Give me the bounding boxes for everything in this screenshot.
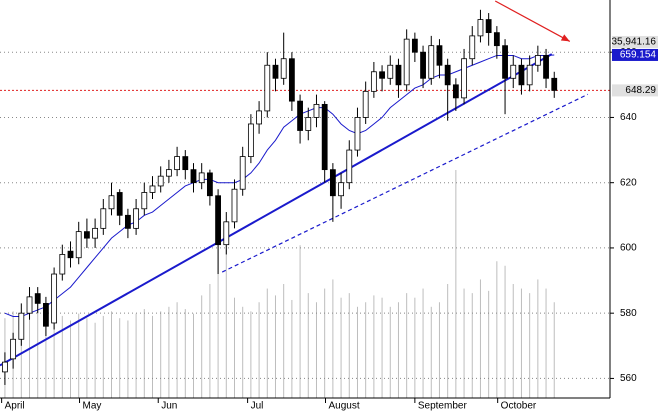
arrow <box>494 0 571 42</box>
y-tick-label: 620 <box>620 177 637 188</box>
candle-body <box>239 156 246 190</box>
candle-body <box>502 45 508 79</box>
candle-body <box>206 172 213 197</box>
candle-body <box>288 58 295 102</box>
candle-body <box>51 273 58 324</box>
x-tick-label: Jul <box>251 401 264 412</box>
candle-body <box>452 84 459 99</box>
y-tick-label: 600 <box>620 243 637 254</box>
candle-body <box>518 64 525 86</box>
reference-label-text: 35,941.16 <box>612 37 657 48</box>
candle-body <box>256 110 262 125</box>
candle-body <box>43 302 49 327</box>
trend-line <box>0 53 553 367</box>
candle-body <box>354 117 361 151</box>
candle-body <box>18 312 25 340</box>
candle-body <box>362 90 369 118</box>
candle-body <box>305 117 312 131</box>
last-close-label-text: 648.29 <box>625 85 656 96</box>
candle-body <box>387 64 394 79</box>
ma-label-text: 659.154 <box>620 50 657 61</box>
candle-body <box>321 103 328 171</box>
x-tick-label: Jun <box>161 401 177 412</box>
candle-body <box>149 185 156 193</box>
candle-body <box>108 195 115 210</box>
candle-body <box>223 221 230 246</box>
x-tick-label: October <box>501 401 537 412</box>
candle-body <box>215 195 221 246</box>
candle-body <box>395 64 402 86</box>
candle-body <box>346 149 353 184</box>
last-close-label: 648.29 <box>612 84 658 97</box>
x-tick-label: August <box>328 401 359 412</box>
x-tick-label: April <box>5 401 25 412</box>
reference-label-box <box>612 35 658 48</box>
reference-label: 35,941.16 <box>612 35 658 48</box>
candle-body <box>534 55 541 66</box>
candle-body <box>34 293 41 304</box>
candle-body <box>190 169 197 184</box>
candle-body <box>84 231 90 239</box>
candle-body <box>141 192 148 210</box>
candle-body <box>379 71 385 79</box>
candle-body <box>297 100 303 131</box>
candle-body <box>75 231 82 259</box>
candle-body <box>411 38 418 53</box>
candle-body <box>370 71 377 92</box>
candle-body <box>436 45 443 66</box>
ma-label-box <box>612 48 658 61</box>
candle-body <box>182 156 189 171</box>
candle-body <box>469 35 476 60</box>
candle-body <box>420 51 426 79</box>
candle-body <box>485 19 492 34</box>
y-tick-label: 580 <box>620 308 637 319</box>
trend-line <box>221 93 589 273</box>
candle-body <box>526 64 533 86</box>
candle-body <box>10 338 17 360</box>
candle-body <box>493 32 500 47</box>
moving-average <box>4 54 555 317</box>
candle-body <box>313 103 320 118</box>
candle-body <box>100 208 107 229</box>
x-tick-label: September <box>418 401 468 412</box>
candle-body <box>125 214 131 229</box>
ma-label: 659.154 <box>612 48 658 61</box>
candle-body <box>329 169 336 197</box>
candle-body <box>231 188 238 223</box>
candle-body <box>133 208 140 229</box>
candle-body <box>67 250 74 259</box>
candle-body <box>461 58 467 99</box>
candle-body <box>247 123 254 157</box>
candle-body <box>264 64 271 112</box>
candle-body <box>444 64 451 86</box>
x-tick-label: May <box>83 401 102 412</box>
candle-body <box>272 64 279 79</box>
candle-body <box>543 55 549 79</box>
candle-body <box>157 175 164 187</box>
candle-body <box>403 38 410 86</box>
candle-body <box>551 77 558 91</box>
candle-body <box>198 172 205 184</box>
y-tick-label: 560 <box>620 373 637 384</box>
candle-body <box>477 19 484 37</box>
candle-body <box>428 45 435 79</box>
candle-body <box>174 156 180 171</box>
candle-body <box>280 58 287 79</box>
y-tick-label: 640 <box>620 112 637 123</box>
candle-body <box>59 254 66 275</box>
candle-body <box>338 182 344 197</box>
candle-body <box>510 64 517 79</box>
candle-body <box>2 361 8 373</box>
last-close-label-box <box>612 84 658 97</box>
candle-body <box>165 169 172 177</box>
candle-body <box>92 227 99 239</box>
candle-body <box>116 192 123 216</box>
candle-body <box>26 296 33 314</box>
arrow-head <box>560 34 570 42</box>
